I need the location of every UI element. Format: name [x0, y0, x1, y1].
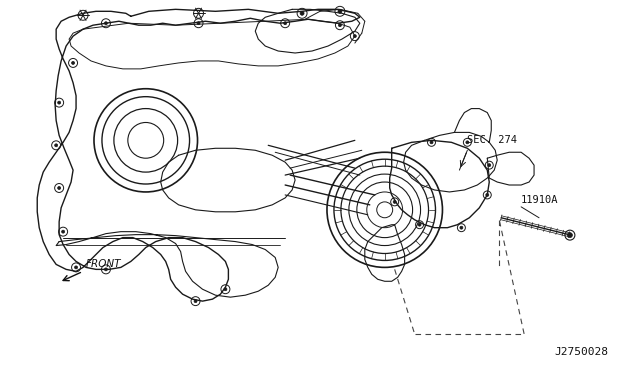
Circle shape [197, 22, 200, 25]
Circle shape [300, 11, 304, 15]
Circle shape [54, 144, 58, 147]
Text: 11910A: 11910A [521, 195, 559, 205]
Circle shape [72, 61, 75, 64]
Circle shape [58, 101, 61, 104]
Circle shape [75, 266, 77, 269]
Circle shape [224, 288, 227, 291]
Circle shape [488, 164, 491, 167]
Circle shape [430, 141, 433, 144]
Text: SEC. 274: SEC. 274 [467, 135, 517, 145]
Circle shape [194, 299, 197, 303]
Circle shape [104, 22, 108, 25]
Text: FRONT: FRONT [86, 259, 122, 269]
Circle shape [460, 226, 463, 229]
Circle shape [418, 223, 421, 226]
Circle shape [104, 268, 108, 271]
Circle shape [58, 186, 61, 189]
Circle shape [486, 193, 489, 196]
Circle shape [284, 22, 287, 25]
Circle shape [338, 9, 342, 13]
Circle shape [393, 201, 396, 203]
Circle shape [339, 24, 341, 27]
Circle shape [353, 35, 356, 38]
Circle shape [466, 141, 469, 144]
Circle shape [568, 232, 572, 238]
Text: J2750028: J2750028 [555, 347, 609, 357]
Circle shape [61, 230, 65, 233]
